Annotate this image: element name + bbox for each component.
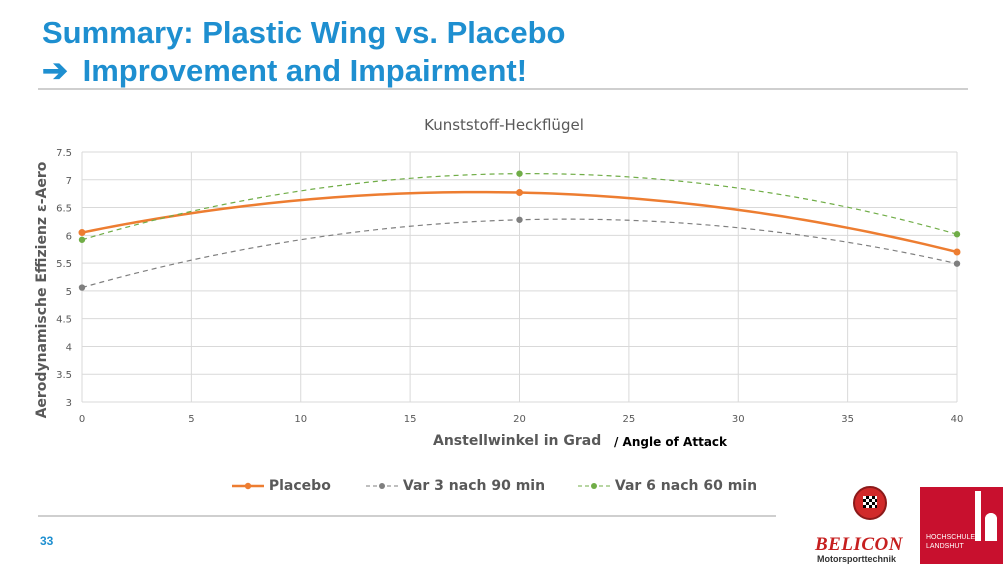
data-point-1 [78, 284, 86, 291]
legend-label-var3: Var 3 nach 90 min [402, 478, 546, 494]
hochschule-logo-text: HOCHSCHULE LANDSHUT [926, 533, 975, 551]
hochschule-landshut-logo: HOCHSCHULE LANDSHUT [920, 487, 1003, 564]
legend-marker-placebo [232, 482, 264, 490]
slide-title-line2: ➔ Improvement and Impairment! [42, 52, 565, 90]
arrow-right-icon: ➔ [42, 53, 68, 88]
x-tick-label: 30 [732, 414, 745, 425]
h-logo-icon [975, 491, 997, 541]
hochschule-logo-text-line1: HOCHSCHULE [926, 534, 976, 541]
y-tick-label: 5 [66, 287, 72, 298]
data-point-1 [516, 216, 523, 223]
y-tick-label: 3 [66, 398, 72, 409]
footer-divider [38, 515, 776, 517]
data-point-0 [953, 248, 961, 256]
legend-item-var3: Var 3 nach 90 min [366, 478, 545, 494]
legend-label-var6: Var 6 nach 60 min [614, 478, 758, 494]
x-tick-label: 35 [841, 414, 854, 425]
x-axis-label-suffix: / Angle of Attack [614, 435, 728, 449]
y-tick-label: 4.5 [56, 315, 72, 326]
legend-marker-var6 [578, 483, 610, 489]
data-point-2 [953, 231, 961, 238]
legend-label-placebo: Placebo [268, 478, 331, 494]
data-point-2 [78, 236, 86, 243]
x-tick-label: 25 [623, 414, 636, 425]
chart-title: Kunststoff-Heckflügel [424, 116, 584, 134]
x-tick-label: 15 [404, 414, 417, 425]
page-number: 33 [40, 534, 54, 548]
y-tick-label: 6 [66, 231, 72, 242]
y-tick-label: 5.5 [56, 259, 72, 270]
slide-title-line1: Summary: Plastic Wing vs. Placebo [42, 15, 566, 50]
data-point-0 [78, 229, 86, 237]
x-tick-label: 20 [513, 414, 526, 425]
checkered-flag-icon [853, 486, 887, 520]
x-tick-label: 5 [188, 414, 194, 425]
legend-item-placebo: Placebo [232, 478, 331, 494]
x-tick-label: 40 [951, 414, 964, 425]
y-tick-label: 7.5 [56, 148, 72, 159]
x-tick-label: 0 [79, 414, 85, 425]
slide-title: Summary: Plastic Wing vs. Placebo ➔ Impr… [42, 14, 565, 90]
x-tick-label: 10 [294, 414, 307, 425]
belicon-logo-subtitle: Motorsporttechnik [817, 554, 897, 564]
belicon-logo-name: BELICON [815, 534, 903, 555]
y-tick-label: 7 [66, 176, 72, 187]
data-point-2 [516, 170, 523, 177]
legend-item-var6: Var 6 nach 60 min [578, 478, 757, 494]
title-divider [38, 88, 968, 90]
x-axis-label: Anstellwinkel in Grad [433, 433, 602, 449]
data-point-1 [953, 260, 961, 267]
y-tick-label: 4 [66, 342, 72, 353]
y-tick-label: 3.5 [56, 370, 72, 381]
belicon-logo: BELICON Motorsporttechnik [815, 486, 920, 566]
slide-title-line2-text: Improvement and Impairment! [82, 53, 528, 88]
data-point-0 [516, 189, 523, 197]
legend-marker-var3 [366, 483, 398, 489]
hochschule-logo-text-line2: LANDSHUT [926, 543, 964, 550]
y-tick-label: 6.5 [56, 204, 72, 215]
